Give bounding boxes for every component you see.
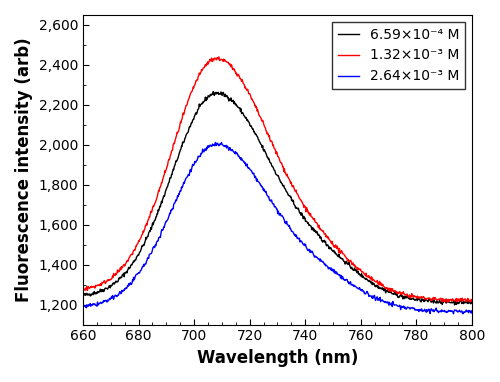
6.59×10⁻⁴ M	[431, 298, 437, 302]
1.32×10⁻³ M	[190, 87, 196, 92]
2.64×10⁻³ M	[80, 306, 86, 310]
Line: 6.59×10⁻⁴ M: 6.59×10⁻⁴ M	[83, 92, 472, 305]
6.59×10⁻⁴ M	[210, 89, 216, 94]
Y-axis label: Fluorescence intensity (arb): Fluorescence intensity (arb)	[15, 37, 33, 302]
2.64×10⁻³ M	[469, 309, 475, 313]
6.59×10⁻⁴ M	[469, 301, 475, 305]
1.32×10⁻³ M	[216, 55, 222, 59]
2.64×10⁻³ M	[175, 194, 181, 199]
1.32×10⁻³ M	[80, 287, 86, 292]
6.59×10⁻⁴ M	[175, 155, 181, 160]
6.59×10⁻⁴ M	[452, 303, 458, 307]
1.32×10⁻³ M	[175, 129, 181, 134]
Line: 1.32×10⁻³ M: 1.32×10⁻³ M	[83, 57, 472, 303]
X-axis label: Wavelength (nm): Wavelength (nm)	[196, 349, 358, 367]
6.59×10⁻⁴ M	[336, 252, 342, 256]
6.59×10⁻⁴ M	[383, 289, 389, 294]
6.59×10⁻⁴ M	[203, 99, 209, 103]
2.64×10⁻³ M	[190, 162, 196, 167]
2.64×10⁻³ M	[383, 301, 389, 305]
1.32×10⁻³ M	[336, 250, 342, 255]
2.64×10⁻³ M	[203, 148, 209, 153]
6.59×10⁻⁴ M	[80, 293, 86, 297]
6.59×10⁻⁴ M	[190, 118, 196, 123]
2.64×10⁻³ M	[431, 309, 437, 314]
Legend: 6.59×10⁻⁴ M, 1.32×10⁻³ M, 2.64×10⁻³ M: 6.59×10⁻⁴ M, 1.32×10⁻³ M, 2.64×10⁻³ M	[332, 22, 465, 89]
1.32×10⁻³ M	[469, 299, 475, 304]
1.32×10⁻³ M	[203, 64, 209, 68]
1.32×10⁻³ M	[444, 300, 450, 305]
Line: 2.64×10⁻³ M: 2.64×10⁻³ M	[83, 142, 472, 314]
1.32×10⁻³ M	[431, 295, 437, 300]
2.64×10⁻³ M	[336, 273, 342, 278]
2.64×10⁻³ M	[460, 311, 466, 316]
2.64×10⁻³ M	[212, 140, 218, 145]
1.32×10⁻³ M	[383, 286, 389, 291]
